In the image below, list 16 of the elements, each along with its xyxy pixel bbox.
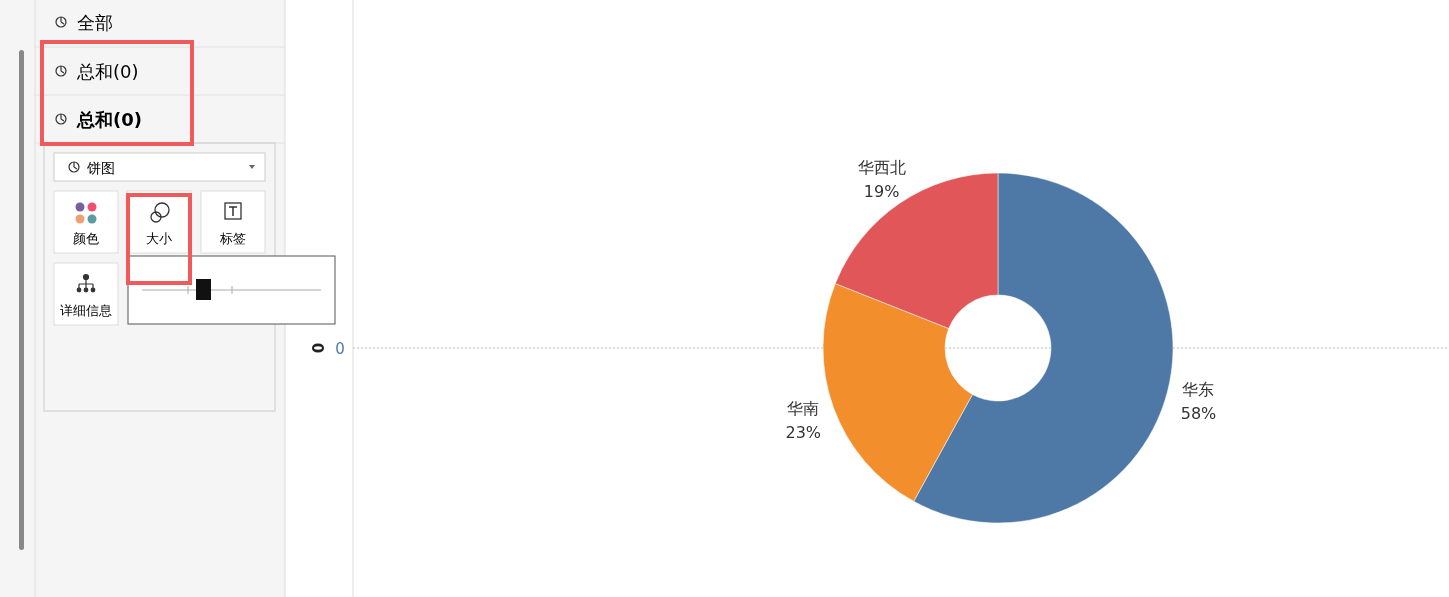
data-label: 23% bbox=[785, 423, 822, 443]
text: 0 bbox=[308, 342, 326, 354]
data-label: 19% bbox=[863, 181, 900, 201]
text: 大小 bbox=[146, 231, 172, 246]
slice-label: 华东 bbox=[1182, 380, 1215, 400]
text: 颜色 bbox=[73, 231, 99, 246]
text: 标签 bbox=[219, 231, 246, 246]
text: 总和(0) bbox=[76, 109, 142, 130]
slice-label: 华南 bbox=[787, 399, 820, 419]
text: 全部 bbox=[77, 12, 113, 33]
text: 0 bbox=[335, 340, 345, 358]
text: 总和(0) bbox=[76, 61, 139, 82]
slice-label: 华西北 bbox=[857, 157, 906, 177]
text: 饼图 bbox=[86, 160, 115, 176]
data-label: 58% bbox=[1180, 404, 1217, 424]
text: 详细信息 bbox=[60, 303, 112, 318]
